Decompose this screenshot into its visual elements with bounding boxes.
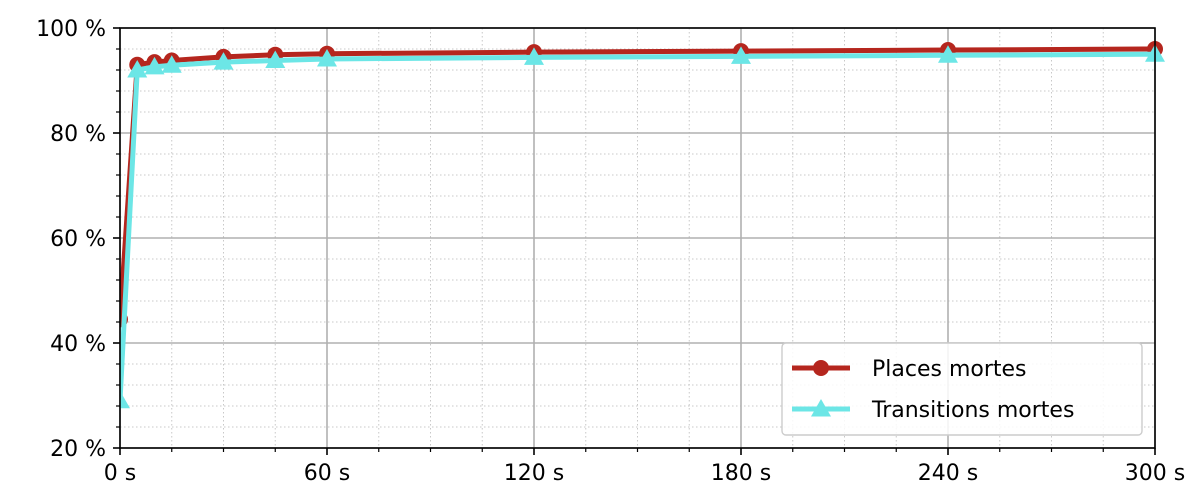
data-point [144,56,165,75]
legend-box [781,342,1143,436]
y-tick-label: 40 % [50,332,106,357]
x-tick-label: 120 s [504,461,564,486]
y-tick-label: 60 % [50,227,106,252]
minor-grid [120,28,1155,448]
legend-marker [811,399,831,417]
data-point [265,50,286,69]
y-tick-label: 80 % [50,122,106,147]
x-tick-label: 240 s [918,461,978,486]
ticks: 0 s 60 s 120 s 180 s 240 s 300 s 20 % 40 % 60 % 8… [36,17,1185,486]
legend-marker [813,360,829,376]
series-layer [120,41,1165,409]
x-tick-label: 0 s [104,461,136,486]
legend-label: Transitions mortes [871,398,1074,423]
data-point [731,46,751,64]
series-2 [120,44,1165,409]
legend: Places mortes Transitions mortes [781,342,1143,436]
x-tick-label: 180 s [711,461,771,486]
y-tick-label: 100 % [36,17,106,42]
data-point [120,390,130,409]
data-point [938,45,958,63]
data-point [161,55,182,73]
data-point [524,47,544,65]
y-tick-label: 20 % [50,437,106,462]
x-tick-label: 60 s [304,461,350,486]
data-point [213,52,234,70]
legend-label: Places mortes [872,357,1027,382]
data-point [317,48,337,67]
x-tick-label: 300 s [1125,461,1185,486]
data-point [127,60,148,78]
